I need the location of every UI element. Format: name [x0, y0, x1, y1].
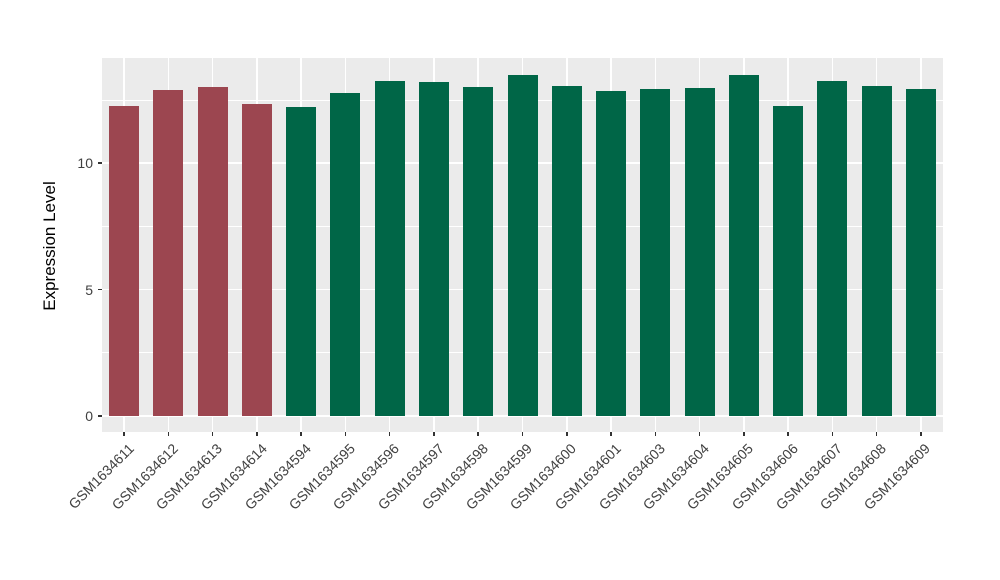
bar-GSM1634613	[197, 86, 228, 417]
x-tick-mark	[698, 432, 701, 436]
y-tick-mark	[98, 415, 102, 417]
bar-GSM1634608	[861, 85, 892, 417]
x-tick-mark	[610, 432, 612, 436]
x-tick-mark	[256, 432, 258, 436]
bar-GSM1634609	[905, 88, 936, 417]
x-tick-mark	[521, 432, 524, 436]
x-tick-mark	[300, 432, 302, 436]
x-tick-mark	[787, 432, 789, 436]
x-tick-mark	[167, 432, 170, 436]
bar-GSM1634600	[551, 85, 582, 417]
x-tick-mark	[388, 432, 391, 436]
bar-GSM1634594	[286, 106, 317, 417]
y-tick-mark	[98, 162, 102, 164]
bar-GSM1634597	[418, 81, 449, 417]
bar-GSM1634604	[684, 87, 715, 417]
bar-GSM1634612	[153, 89, 184, 417]
plot-panel	[102, 58, 943, 432]
x-tick-mark	[211, 432, 214, 436]
x-tick-mark	[743, 432, 745, 436]
x-tick-mark	[566, 432, 568, 436]
x-tick-mark	[123, 432, 125, 436]
y-tick-mark	[98, 288, 102, 291]
bar-GSM1634598	[463, 86, 494, 417]
bar-GSM1634596	[374, 80, 405, 417]
bar-GSM1634595	[330, 93, 361, 417]
x-tick-mark	[477, 432, 479, 436]
x-tick-mark	[433, 432, 435, 436]
bar-GSM1634606	[773, 106, 804, 417]
x-tick-mark	[831, 432, 834, 436]
x-tick-mark	[344, 432, 347, 436]
bar-GSM1634611	[109, 105, 140, 417]
bar-GSM1634605	[728, 74, 759, 417]
x-tick-mark	[654, 432, 657, 436]
y-tick-label: 0	[85, 408, 93, 425]
bar-GSM1634607	[817, 80, 848, 417]
bar-GSM1634599	[507, 74, 538, 417]
x-tick-mark	[920, 432, 922, 436]
bar-GSM1634601	[596, 90, 627, 417]
bar-GSM1634614	[241, 104, 272, 417]
y-tick-label: 5	[85, 281, 93, 298]
y-tick-label: 10	[77, 155, 93, 172]
x-tick-mark	[875, 432, 878, 436]
bar-GSM1634603	[640, 88, 671, 417]
